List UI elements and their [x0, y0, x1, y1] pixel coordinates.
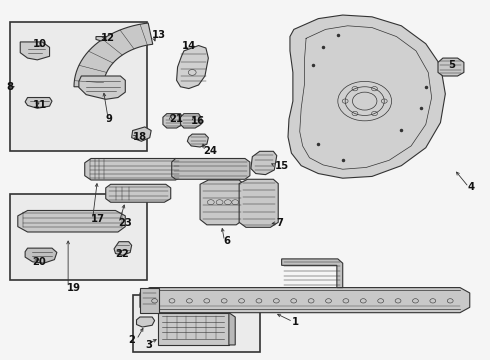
Polygon shape [172, 158, 250, 179]
Polygon shape [140, 288, 470, 313]
Text: 22: 22 [116, 248, 129, 258]
Polygon shape [200, 180, 244, 225]
Polygon shape [180, 114, 201, 128]
Polygon shape [74, 23, 153, 87]
Text: 23: 23 [118, 218, 132, 228]
Text: 2: 2 [128, 334, 135, 345]
Polygon shape [132, 127, 151, 141]
Text: 20: 20 [32, 257, 46, 267]
Text: 16: 16 [191, 116, 205, 126]
Text: 11: 11 [32, 100, 47, 110]
Text: 8: 8 [6, 82, 14, 92]
Text: 5: 5 [448, 60, 455, 70]
Polygon shape [229, 313, 235, 345]
Bar [10, 194, 147, 280]
Text: 3: 3 [145, 340, 152, 350]
Text: 9: 9 [106, 114, 113, 124]
Polygon shape [137, 317, 155, 327]
Bar [140, 288, 159, 313]
Bar [133, 295, 260, 352]
Polygon shape [438, 58, 464, 76]
Text: 18: 18 [133, 132, 147, 142]
Polygon shape [239, 179, 278, 227]
Polygon shape [79, 76, 125, 99]
Polygon shape [282, 259, 343, 288]
Text: 15: 15 [274, 161, 289, 171]
Polygon shape [288, 15, 445, 178]
Polygon shape [176, 45, 208, 89]
Polygon shape [114, 242, 132, 255]
Polygon shape [18, 211, 125, 232]
Text: 21: 21 [169, 114, 183, 124]
Text: 24: 24 [203, 146, 218, 156]
Text: 19: 19 [67, 283, 81, 293]
Text: 10: 10 [32, 39, 47, 49]
Text: 4: 4 [467, 182, 474, 192]
Polygon shape [187, 134, 208, 147]
Text: 1: 1 [292, 317, 298, 327]
Text: 6: 6 [223, 236, 230, 246]
Text: 7: 7 [277, 218, 284, 228]
Bar [10, 22, 147, 151]
Polygon shape [25, 248, 57, 263]
Text: 12: 12 [101, 33, 115, 43]
Text: 14: 14 [181, 41, 196, 50]
Polygon shape [96, 37, 106, 41]
Bar [158, 313, 229, 345]
Polygon shape [251, 151, 277, 175]
Polygon shape [25, 98, 52, 108]
Polygon shape [20, 42, 49, 60]
Text: 17: 17 [91, 215, 105, 224]
Polygon shape [85, 158, 182, 180]
Polygon shape [106, 184, 171, 202]
Text: 13: 13 [152, 30, 166, 40]
Polygon shape [163, 114, 182, 128]
